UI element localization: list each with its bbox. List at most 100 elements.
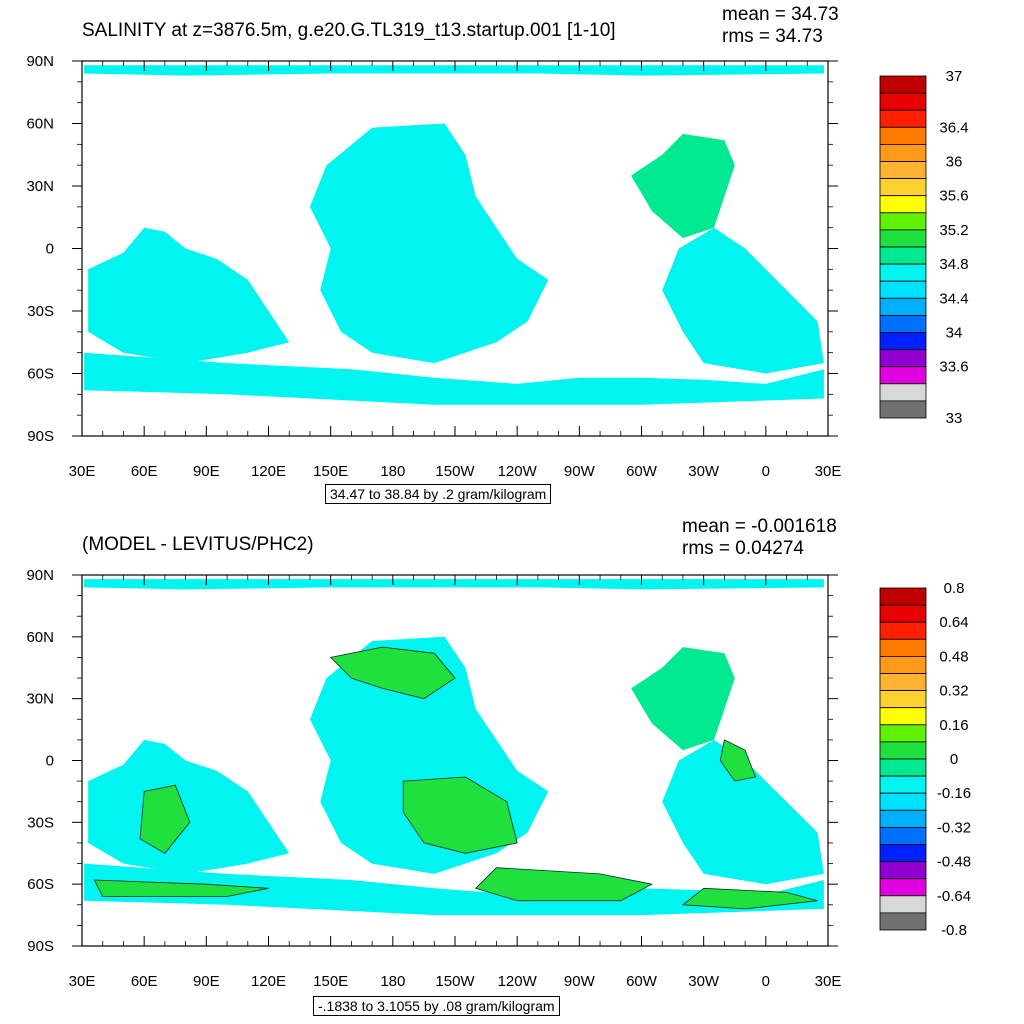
mean-label: mean = 34.73 [722,4,839,25]
colorbar-label: -0.16 [937,785,971,802]
x-tick-label: 90W [564,973,596,990]
ocean-region [84,65,824,76]
colorbar-swatch [879,400,927,419]
colorbar-swatch [879,178,927,197]
colorbar-label: 34.4 [939,290,968,307]
x-tick-label: 0 [762,463,770,480]
x-tick-label: 120W [498,463,538,480]
x-tick-label: 30E [69,463,96,480]
x-tick-label: 0 [762,973,770,990]
colorbar-swatch [879,109,927,128]
y-tick-label: 90S [27,938,54,955]
colorbar-swatch [879,844,927,863]
colorbar-swatch [879,638,927,657]
colorbar-swatch [879,861,927,880]
colorbar-swatch [879,826,927,845]
y-tick-label: 60N [26,629,54,646]
ocean-region [662,739,824,885]
colorbar-swatch [879,724,927,743]
x-tick-label: 60W [626,973,658,990]
colorbar-swatch [879,655,927,674]
colorbar-swatch [879,212,927,231]
mean-label: mean = -0.001618 [682,516,837,537]
salinity-panel: SALINITY at z=3876.5m, g.e20.G.TL319_t13… [26,4,969,504]
x-tick-label: 120E [251,463,286,480]
colorbar-label: 35.2 [939,222,968,239]
colorbar-label: 0 [950,751,958,768]
colorbar-label: 37 [946,68,963,85]
colorbar-swatch [879,690,927,709]
x-tick-label: 30E [815,973,842,990]
colorbar-label: -0.64 [937,888,971,905]
colorbar-label: 36 [946,154,963,171]
colorbar-swatch [879,126,927,145]
colorbar-label: 0.64 [939,614,968,631]
colorbar-swatch [879,809,927,828]
colorbar-swatch [879,246,927,265]
difference-panel: (MODEL - LEVITUS/PHC2) mean = -0.001618 … [0,512,1024,1024]
x-tick-label: 150W [435,973,475,990]
x-tick-label: 30E [69,973,96,990]
ocean-region [631,133,735,239]
colorbar-swatch [879,229,927,248]
x-tick-label: 30W [688,973,720,990]
colorbar-label: 34.8 [939,256,968,273]
colorbar-swatch [879,314,927,333]
colorbar-swatch [879,332,927,351]
chart-title: SALINITY at z=3876.5m, g.e20.G.TL319_t13… [82,20,616,41]
x-tick-label: 90E [193,463,220,480]
ocean-region [84,352,824,405]
colorbar-label: 0.16 [939,717,968,734]
y-tick-label: 60N [26,116,54,133]
colorbar-swatch [879,673,927,692]
colorbar-swatch [879,92,927,111]
colorbar-label: -0.8 [941,922,967,939]
colorbar-label: 0.48 [939,648,968,665]
colorbar-swatch [879,895,927,914]
x-tick-label: 120E [251,973,286,990]
x-tick-label: 180 [380,973,405,990]
salinity-map: 30E 60E 90E 120E 150E 180 150W 120W 90W 60W 30W 0 30… [26,53,968,480]
colorbar-label: 35.6 [939,188,968,205]
colorbar-swatch [879,75,927,94]
x-tick-label: 60E [131,973,158,990]
x-tick-label: 60E [131,463,158,480]
colorbar-label: 33 [946,410,963,427]
colorbar-label: 33.6 [939,359,968,376]
colorbar-swatch [879,587,927,606]
colorbar-label: 0.8 [944,580,965,597]
x-tick-label: 150E [313,463,348,480]
x-tick-label: 90W [564,463,596,480]
anomaly-region [93,879,269,897]
colorbar-swatch [879,263,927,282]
colorbar-swatch [879,621,927,640]
y-tick-label: 30N [26,178,54,195]
anomaly-region [681,887,818,910]
rms-label: rms = 0.04274 [682,538,804,559]
anomaly-region [329,646,456,700]
y-tick-label: 30N [26,691,54,708]
contour-caption: 34.47 to 38.84 by .2 gram/kilogram [325,484,552,504]
contour-caption: -.1838 to 3.1055 by .08 gram/kilogram [313,996,560,1016]
colorbar-swatch [879,297,927,316]
x-tick-label: 90E [193,973,220,990]
colorbar-label: -0.32 [937,819,971,836]
colorbar-swatch [879,878,927,897]
colorbar-swatch [879,143,927,162]
rms-label: rms = 34.73 [722,26,823,47]
colorbar-swatch [879,280,927,299]
y-tick-label: 60S [27,876,54,893]
x-tick-label: 60W [626,463,658,480]
colorbar-label: -0.48 [937,854,971,871]
colorbar-swatch [879,707,927,726]
colorbar-swatch [879,366,927,385]
ocean-region [662,227,824,374]
y-tick-label: 30S [27,814,54,831]
ocean-field [84,579,824,916]
ocean-region [631,647,735,751]
ocean-field [84,65,824,405]
y-tick-label: 0 [46,241,54,258]
ocean-region [84,863,824,916]
anomaly-region [402,776,518,854]
x-tick-label: 180 [380,463,405,480]
